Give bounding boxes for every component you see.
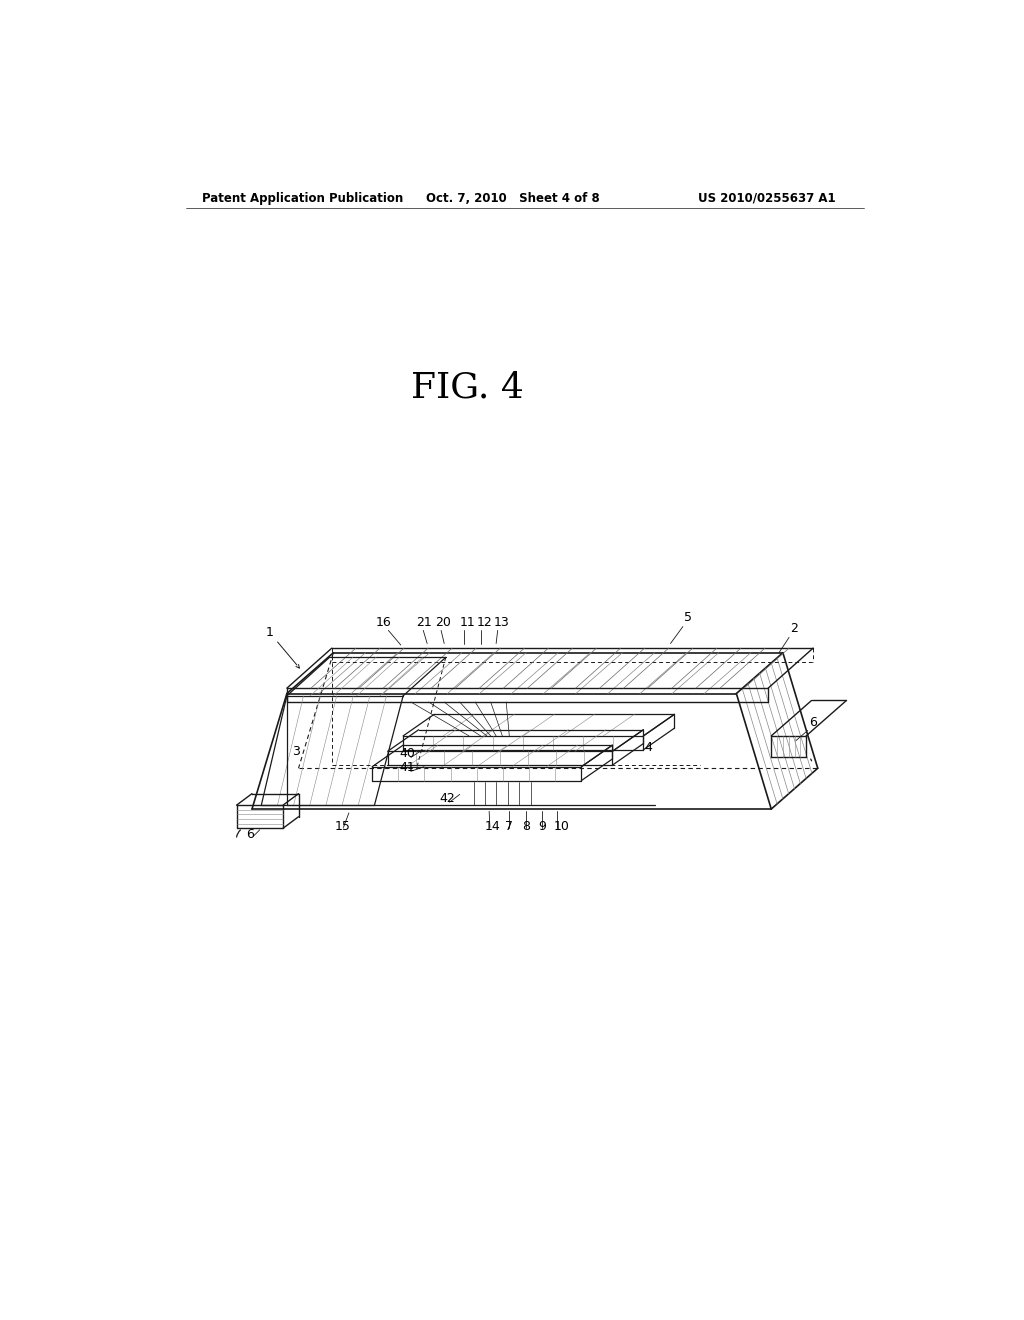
- Text: 14: 14: [484, 820, 501, 833]
- Text: 8: 8: [521, 820, 529, 833]
- Text: 5: 5: [684, 611, 691, 624]
- Text: Patent Application Publication: Patent Application Publication: [202, 191, 402, 205]
- Text: 41: 41: [399, 762, 415, 775]
- Text: 13: 13: [494, 616, 510, 628]
- Text: 12: 12: [477, 616, 493, 628]
- Text: 2: 2: [790, 622, 798, 635]
- Text: Oct. 7, 2010   Sheet 4 of 8: Oct. 7, 2010 Sheet 4 of 8: [426, 191, 600, 205]
- Text: 1: 1: [266, 626, 273, 639]
- Text: 15: 15: [335, 820, 351, 833]
- Text: 42: 42: [439, 792, 456, 805]
- Text: FIG. 4: FIG. 4: [411, 371, 523, 405]
- Text: 6: 6: [246, 828, 254, 841]
- Text: 21: 21: [417, 616, 432, 628]
- Text: 40: 40: [399, 747, 415, 760]
- Text: 4: 4: [644, 742, 652, 754]
- Text: 20: 20: [435, 616, 451, 628]
- Text: 16: 16: [376, 616, 392, 628]
- Text: US 2010/0255637 A1: US 2010/0255637 A1: [697, 191, 836, 205]
- Text: 6: 6: [809, 715, 817, 729]
- Text: 11: 11: [460, 616, 475, 628]
- Text: 3: 3: [292, 746, 300, 758]
- Text: 7: 7: [506, 820, 513, 833]
- Text: 9: 9: [538, 820, 546, 833]
- Text: 10: 10: [554, 820, 569, 833]
